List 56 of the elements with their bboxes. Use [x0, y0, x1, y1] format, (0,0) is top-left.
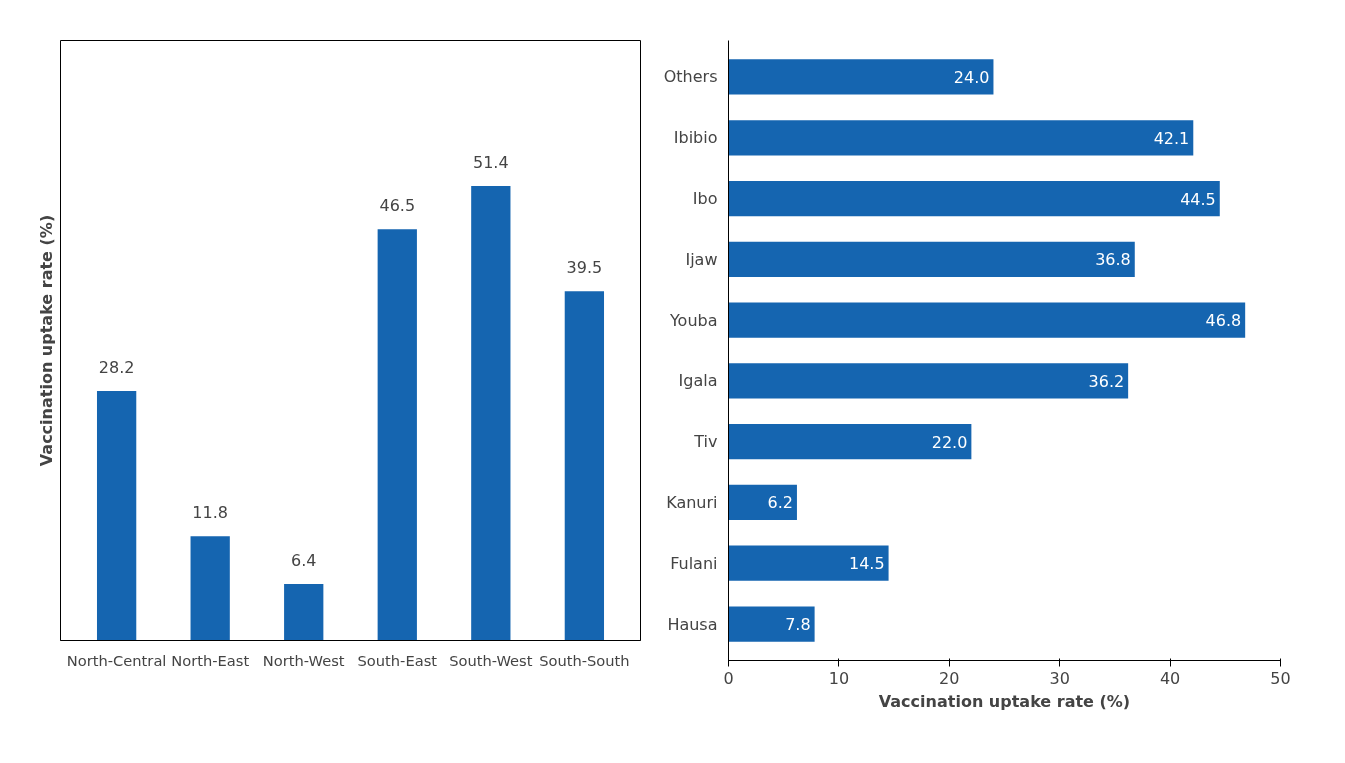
x-tick-label: 50 — [1270, 668, 1291, 688]
x-tick-label: South-East — [357, 651, 438, 669]
y-axis-title: Vaccination uptake rate (%) — [36, 214, 56, 467]
bar — [190, 536, 230, 641]
data-label: 11.8 — [192, 503, 228, 523]
x-tick-label: 0 — [723, 668, 734, 688]
y-tick-label: Ijaw — [685, 249, 718, 269]
data-label: 44.5 — [1180, 189, 1216, 209]
y-tick-label: Kanuri — [666, 492, 718, 512]
x-tick-label: North-East — [171, 651, 250, 669]
bar — [728, 120, 1194, 156]
data-label: 42.1 — [1153, 128, 1190, 148]
y-tick-label: Fulani — [670, 553, 718, 573]
bar — [564, 291, 605, 641]
data-label: 39.5 — [566, 258, 603, 278]
y-tick-label: Hausa — [667, 614, 718, 634]
bar — [728, 59, 994, 95]
bar — [728, 606, 815, 642]
bar — [471, 185, 511, 641]
bar — [377, 229, 417, 641]
data-label: 7.8 — [785, 615, 811, 635]
x-tick-label: 40 — [1159, 668, 1181, 688]
x-tick-label: 10 — [828, 668, 850, 688]
y-tick-label: Youba — [668, 310, 718, 330]
data-label: 14.5 — [848, 554, 885, 574]
x-tick-label: 30 — [1049, 668, 1070, 688]
data-label: 36.2 — [1088, 371, 1125, 391]
x-tick-label: 20 — [939, 668, 960, 688]
data-label: 28.2 — [98, 358, 135, 378]
x-tick-label: South-South — [539, 651, 630, 669]
data-label: 22.0 — [931, 432, 968, 452]
y-tick-label: Tiv — [693, 432, 718, 452]
bar — [728, 363, 1129, 399]
y-tick-label: Ibibio — [673, 128, 718, 148]
bar — [728, 302, 1246, 338]
bar — [728, 545, 889, 581]
bar — [728, 180, 1220, 217]
data-label: 24.0 — [953, 67, 990, 87]
bar — [284, 583, 324, 641]
bar — [728, 241, 1135, 277]
x-tick-label: North-West — [262, 651, 345, 669]
x-tick-label: North-Central — [66, 651, 167, 669]
x-axis-title: Vaccination uptake rate (%) — [878, 691, 1131, 711]
bar — [728, 484, 797, 521]
data-label: 6.4 — [291, 550, 317, 570]
y-tick-label: Ibo — [692, 189, 718, 209]
data-label: 51.4 — [473, 152, 509, 172]
y-tick-label: Others — [663, 67, 718, 87]
x-tick-label: South-West — [449, 651, 533, 669]
data-label: 46.8 — [1205, 311, 1242, 331]
data-label: 46.5 — [379, 196, 416, 216]
bar — [728, 424, 972, 460]
bar — [96, 391, 137, 641]
data-label: 6.2 — [767, 493, 793, 513]
data-label: 36.8 — [1095, 250, 1131, 270]
y-tick-label: Igala — [678, 371, 718, 391]
